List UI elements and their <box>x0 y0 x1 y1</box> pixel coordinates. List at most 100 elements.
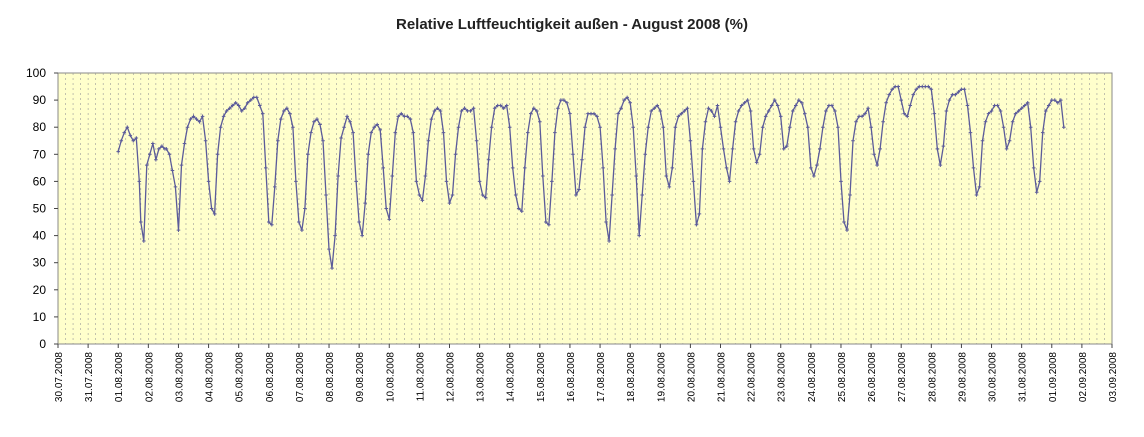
data-point <box>254 95 259 100</box>
x-tick-label: 04.08.2008 <box>205 352 216 402</box>
data-point <box>504 103 509 108</box>
data-point <box>658 109 663 113</box>
y-axis: 0 10 20 30 40 50 60 70 80 90 100 <box>26 66 58 351</box>
data-point <box>462 106 467 111</box>
data-point <box>170 168 175 173</box>
data-point <box>1025 101 1030 105</box>
data-point <box>167 152 172 157</box>
data-point <box>200 114 205 119</box>
data-point <box>492 106 497 111</box>
data-point <box>691 179 696 184</box>
data-point <box>408 117 413 121</box>
data-point <box>724 166 729 170</box>
data-point <box>191 114 196 119</box>
x-tick-label: 02.08.2008 <box>144 352 155 402</box>
data-point <box>649 109 654 113</box>
data-point <box>586 111 590 116</box>
data-point <box>369 130 373 135</box>
data-point <box>372 125 376 129</box>
data-point <box>429 117 434 121</box>
y-tick-label: 50 <box>33 202 47 216</box>
data-point <box>992 103 997 108</box>
data-point <box>872 152 876 157</box>
x-tick-label: 22.08.2008 <box>747 352 758 402</box>
data-point <box>1028 125 1033 129</box>
data-point <box>477 179 482 184</box>
data-point <box>667 185 672 189</box>
data-point <box>387 217 392 222</box>
data-point <box>151 141 155 146</box>
data-point <box>393 130 398 135</box>
data-point <box>1062 125 1066 129</box>
data-point <box>378 128 383 132</box>
data-point <box>781 147 786 151</box>
data-point <box>733 119 738 124</box>
y-tick-label: 100 <box>26 66 46 80</box>
x-tick-label: 01.08.2008 <box>114 352 125 402</box>
data-point <box>176 228 181 232</box>
data-point <box>890 87 894 92</box>
data-point <box>950 92 955 97</box>
data-point <box>827 103 831 108</box>
data-point <box>1040 130 1045 135</box>
data-point <box>818 147 822 151</box>
x-tick-label: 05.08.2008 <box>235 352 246 402</box>
data-point <box>339 136 343 140</box>
y-tick-label: 70 <box>33 147 47 161</box>
data-point <box>760 125 765 129</box>
data-point <box>312 119 316 124</box>
x-tick-label: 26.08.2008 <box>867 352 878 402</box>
data-point <box>863 111 867 116</box>
data-point <box>257 103 262 108</box>
data-point <box>878 147 882 151</box>
data-point <box>160 144 164 148</box>
data-point <box>263 166 268 170</box>
data-point <box>363 201 367 205</box>
data-point <box>1049 98 1054 102</box>
y-tick-label: 30 <box>33 256 47 270</box>
data-point <box>248 98 253 102</box>
data-point <box>1001 125 1006 129</box>
data-point <box>288 111 292 116</box>
data-point <box>459 109 464 113</box>
data-point <box>366 152 370 157</box>
data-point <box>851 138 855 143</box>
data-point <box>306 152 310 157</box>
y-tick-label: 60 <box>33 174 47 188</box>
data-point <box>673 125 678 129</box>
data-point <box>510 166 515 170</box>
data-point <box>959 87 964 92</box>
data-point <box>628 101 632 105</box>
data-point <box>345 114 349 119</box>
data-point <box>983 119 988 124</box>
y-tick-label: 0 <box>39 337 46 351</box>
data-point <box>426 138 431 143</box>
data-point <box>1004 147 1009 151</box>
data-point <box>242 106 247 111</box>
data-point <box>188 117 193 121</box>
data-point <box>727 179 732 184</box>
data-point <box>989 109 994 113</box>
x-tick-label: 12.08.2008 <box>445 352 456 402</box>
data-point <box>757 152 762 157</box>
data-point <box>148 152 152 157</box>
data-point <box>507 125 512 129</box>
data-point <box>893 84 897 89</box>
data-point <box>947 98 952 102</box>
data-point <box>908 103 913 108</box>
data-point <box>285 106 289 111</box>
data-point <box>866 106 870 111</box>
data-point <box>294 179 298 184</box>
x-tick-label: 19.08.2008 <box>656 352 667 402</box>
data-point <box>875 163 879 167</box>
data-point <box>1043 109 1048 113</box>
data-point <box>547 222 551 227</box>
data-point <box>550 179 554 184</box>
x-tick-label: 29.08.2008 <box>957 352 968 402</box>
x-tick-label: 14.08.2008 <box>506 352 517 402</box>
data-point <box>390 174 395 178</box>
data-point <box>209 206 214 211</box>
data-point <box>800 101 804 105</box>
data-point <box>706 106 711 111</box>
